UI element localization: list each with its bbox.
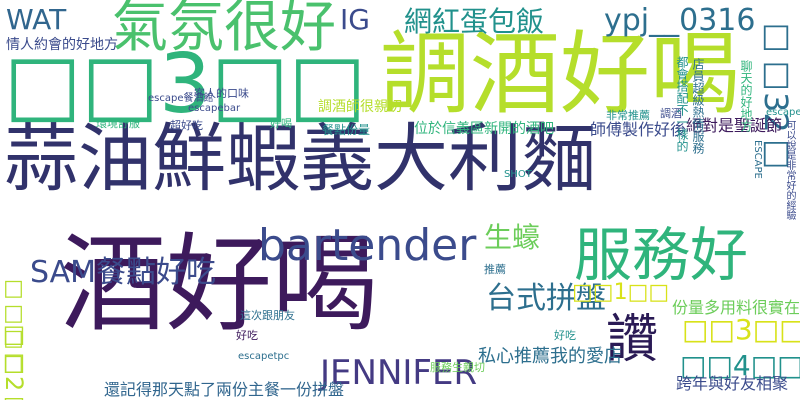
- cloud-word: 絕對是聖誕節: [686, 116, 783, 135]
- cloud-word: 調酒師很親切: [318, 99, 402, 115]
- cloud-word: □□32□: [757, 16, 795, 171]
- cloud-word: escapetpc: [238, 351, 290, 362]
- cloud-word: □□□□: [1, 276, 26, 376]
- cloud-word: □□1□□: [572, 280, 670, 305]
- cloud-word: escape: [766, 107, 800, 118]
- cloud-word: 情人約會的好地方: [6, 37, 118, 53]
- cloud-word: 位於信義區新開的酒吧: [414, 121, 554, 137]
- cloud-word: 非常推薦: [606, 109, 650, 122]
- cloud-word: 服務生親切: [430, 361, 485, 374]
- cloud-word: 讚: [606, 310, 659, 370]
- cloud-word: 調酒好喝: [380, 22, 740, 127]
- cloud-word: 推薦: [484, 263, 506, 276]
- cloud-word: WAT: [6, 3, 67, 36]
- cloud-word: SAM餐點好吃: [30, 255, 217, 290]
- cloud-word: 網紅蛋包飯: [404, 5, 545, 38]
- cloud-word: 師傅製作好後: [590, 120, 687, 139]
- cloud-word: 台式拼盤: [486, 281, 606, 316]
- cloud-word: SHOT: [504, 169, 532, 180]
- cloud-word: 這次跟朋友: [240, 309, 295, 322]
- cloud-word: bartender: [258, 220, 477, 271]
- cloud-word: ypj__0316: [604, 3, 756, 38]
- cloud-word: escape餐酒館: [148, 93, 214, 104]
- cloud-word: 好吃: [236, 329, 258, 342]
- cloud-word: □□4□□: [680, 349, 800, 382]
- cloud-word: □□3□□: [4, 37, 367, 132]
- cloud-word: 都會搭配不一樣的: [675, 56, 689, 152]
- cloud-word: 好喝: [270, 117, 292, 130]
- cloud-word: 環境舒服: [96, 117, 140, 130]
- cloud-word: ESCAPE: [752, 140, 763, 179]
- cloud-word: JENNIFER: [320, 353, 478, 393]
- cloud-word: IG: [340, 3, 370, 36]
- cloud-word: 服務好: [574, 221, 749, 289]
- cloud-word: □□2□□: [0, 320, 28, 400]
- cloud-word: 生蠔: [484, 221, 541, 254]
- cloud-word: 跨年與好友相聚: [676, 374, 789, 393]
- cloud-word: 還記得那天點了兩份主餐一份拼盤: [104, 380, 345, 399]
- cloud-word: 蒜油鮮蝦義大利麵: [4, 116, 596, 202]
- cloud-word: 聊天的好地方: [739, 60, 753, 132]
- cloud-word: 酒好喝: [60, 223, 378, 346]
- cloud-word: 好吃: [554, 329, 576, 342]
- cloud-word: 可以說是非常好的經驗: [784, 120, 795, 220]
- cloud-word: 超好吃: [170, 119, 203, 132]
- cloud-word: 客人的口味: [194, 87, 249, 100]
- cloud-word: 氣氛很好: [112, 0, 336, 60]
- cloud-word: 私心推薦我的愛店: [478, 346, 622, 367]
- cloud-word: 份量多用料很實在: [672, 298, 800, 317]
- cloud-word: 店員超級熱情服務: [691, 58, 705, 154]
- cloud-word: 餐點份量: [322, 123, 371, 137]
- cloud-word: 調酒: [660, 107, 682, 120]
- cloud-word: escapebar: [188, 103, 241, 114]
- cloud-word: □□3□□: [682, 313, 800, 346]
